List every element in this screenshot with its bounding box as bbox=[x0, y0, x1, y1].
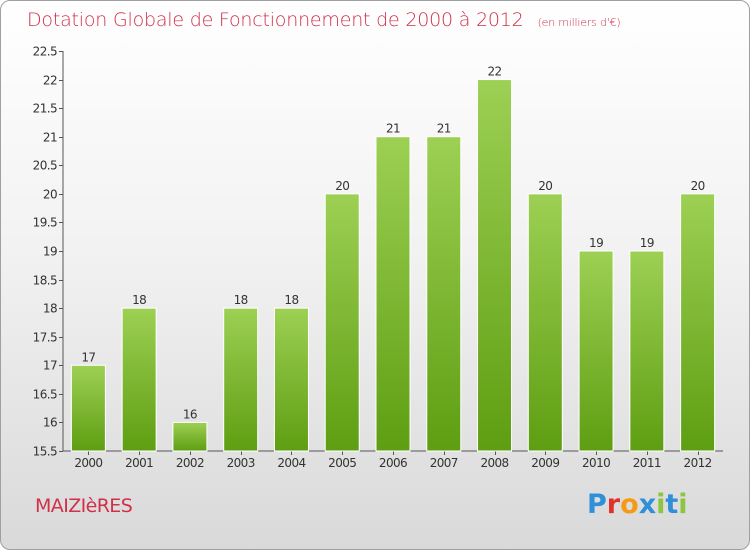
bar bbox=[477, 79, 513, 452]
data-label: 16 bbox=[183, 407, 197, 421]
y-tick-label: 20.5 bbox=[33, 159, 57, 173]
x-tick-label: 2005 bbox=[328, 456, 356, 470]
bar bbox=[324, 193, 360, 452]
bar bbox=[70, 364, 106, 452]
y-tick-label: 15.5 bbox=[33, 445, 57, 459]
y-tick-label: 19 bbox=[43, 245, 57, 259]
chart-data-labels: 17 18 16 18 18 20 21 21 22 20 19 19 20 bbox=[81, 65, 705, 422]
brand-letter: P bbox=[587, 489, 607, 520]
bar bbox=[172, 421, 208, 452]
bar bbox=[578, 250, 614, 452]
data-label: 20 bbox=[691, 179, 705, 193]
y-tick-label: 21 bbox=[43, 131, 57, 145]
bar bbox=[680, 193, 716, 452]
title-text: Dotation Globale de Fonctionnement de 20… bbox=[27, 9, 524, 31]
y-tick-label: 17 bbox=[43, 359, 57, 373]
data-label: 19 bbox=[589, 236, 603, 250]
title-unit: (en milliers d'€) bbox=[537, 16, 621, 29]
x-tick-label: 2002 bbox=[176, 456, 204, 470]
x-tick-label: 2004 bbox=[277, 456, 305, 470]
bar bbox=[426, 136, 462, 452]
x-tick-label: 2006 bbox=[379, 456, 407, 470]
data-label: 18 bbox=[132, 293, 146, 307]
y-tick-label: 18.5 bbox=[33, 274, 57, 288]
y-tick-label: 16.5 bbox=[33, 388, 57, 402]
data-label: 20 bbox=[335, 179, 349, 193]
proxiti-logo: Proxiti bbox=[587, 489, 688, 520]
y-tick-label: 18 bbox=[43, 302, 57, 316]
y-tick-label: 19.5 bbox=[33, 216, 57, 230]
y-tick-label: 22 bbox=[43, 74, 57, 88]
data-label: 21 bbox=[386, 122, 400, 136]
x-tick-label: 2012 bbox=[684, 456, 712, 470]
brand-letter: x bbox=[638, 489, 657, 520]
y-tick-label: 22.5 bbox=[33, 45, 57, 59]
data-label: 20 bbox=[538, 179, 552, 193]
chart-title: Dotation Globale de Fonctionnement de 20… bbox=[27, 9, 621, 31]
bar bbox=[121, 307, 157, 452]
brand-letter: o bbox=[620, 489, 639, 520]
x-tick-label: 2011 bbox=[633, 456, 661, 470]
x-tick-label: 2010 bbox=[582, 456, 610, 470]
y-tick-label: 21.5 bbox=[33, 102, 57, 116]
bar bbox=[223, 307, 259, 452]
x-tick-label: 2000 bbox=[74, 456, 102, 470]
y-tick-label: 20 bbox=[43, 188, 57, 202]
data-label: 17 bbox=[81, 350, 95, 364]
data-label: 18 bbox=[234, 293, 248, 307]
x-tick-label: 2008 bbox=[480, 456, 508, 470]
commune-name: MAIZIèRES bbox=[35, 495, 133, 517]
x-tick-label: 2007 bbox=[430, 456, 458, 470]
x-tick-label: 2001 bbox=[125, 456, 153, 470]
brand-letter: i bbox=[678, 489, 688, 520]
data-label: 21 bbox=[437, 122, 451, 136]
data-label: 22 bbox=[487, 65, 501, 79]
bar bbox=[629, 250, 665, 452]
brand-letter: r bbox=[606, 489, 621, 520]
x-tick-label: 2003 bbox=[227, 456, 255, 470]
data-label: 18 bbox=[284, 293, 298, 307]
x-tick-label: 2009 bbox=[531, 456, 559, 470]
y-tick-label: 16 bbox=[43, 416, 57, 430]
chart-bars bbox=[70, 79, 716, 452]
data-label: 19 bbox=[640, 236, 654, 250]
bar bbox=[527, 193, 563, 452]
brand-letter: i bbox=[656, 489, 666, 520]
brand-letter: t bbox=[665, 489, 679, 520]
y-tick-label: 17.5 bbox=[33, 331, 57, 345]
bar bbox=[273, 307, 309, 452]
bar bbox=[375, 136, 411, 452]
